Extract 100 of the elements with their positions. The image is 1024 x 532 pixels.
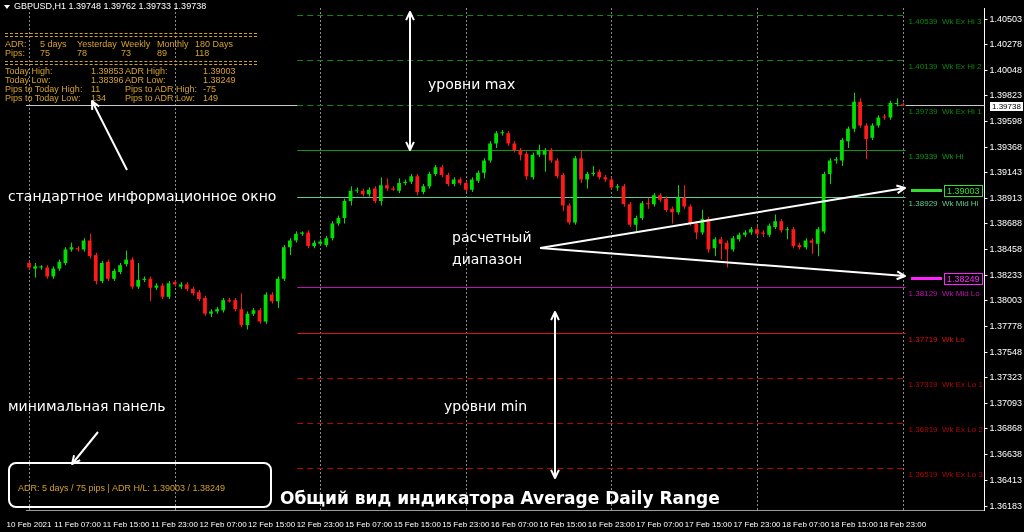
candlestick (148, 276, 153, 302)
annotation: Monthly (157, 39, 189, 49)
candlestick (106, 259, 110, 282)
y-tick-label: 1.39368 (989, 141, 1023, 152)
ref-line-label: 1.39739 Wk Ex Hi 1 (908, 106, 983, 116)
candlestick (682, 184, 687, 210)
annotation: Общий вид индикатора Average Daily Range (280, 488, 720, 508)
y-tick-label: 1.36868 (989, 423, 1023, 434)
annotation: 78 (77, 48, 87, 58)
y-tick-label: 1.39143 (989, 166, 1023, 177)
annotation: уровни max (428, 76, 516, 92)
candlestick (554, 157, 559, 179)
text: 1.39738 (990, 102, 1023, 111)
annotation: Weekly (121, 39, 151, 49)
x-tick-label: 17 Feb 23:00 (733, 520, 782, 530)
ref-line-label: 1.36519 Wk Ex Lo 3 (908, 469, 984, 479)
x-tick-label: 17 Feb 15:00 (684, 520, 733, 530)
annotation: ADR: 5 days / 75 pips | ADR H/L: 1.39003 / 1.38249 (18, 483, 225, 493)
x-tick-label: 15 Feb 23:00 (442, 520, 490, 530)
y-tick-label: 1.40503 (989, 13, 1023, 24)
y-tick-label: 1.37093 (989, 398, 1023, 409)
ref-line-label: 1.39339 Wk Hi (908, 151, 964, 161)
x-tick-label: 16 Feb 15:00 (539, 520, 587, 530)
annotation: Today High: (5, 66, 53, 76)
annotation: 180 Days (195, 39, 234, 49)
annotation: 149 (203, 93, 219, 103)
candlestick (639, 200, 644, 221)
candlestick (840, 137, 844, 167)
ref-line-label: 1.38129 Wk Mid Lo (908, 288, 981, 298)
annotation: 1.39003 (944, 185, 983, 197)
y-tick-label: 1.36413 (989, 474, 1023, 485)
x-tick-label: 12 Feb 23:00 (296, 520, 345, 530)
x-tick-label: 16 Feb 07:00 (490, 520, 539, 530)
annotation: 118 (195, 48, 210, 58)
x-tick-label: 15 Feb 07:00 (345, 520, 393, 530)
candlestick (379, 176, 383, 206)
annotation: стандартное информационное окно (8, 188, 277, 204)
ref-line-label: 1.38929 Wk Mid Hi (908, 198, 979, 208)
ref-line-label: 1.37719 Wk Lo (908, 334, 966, 344)
y-tick-label: 1.39823 (989, 90, 1023, 101)
annotation: -75 (203, 84, 217, 94)
x-tick-label: 11 Feb 07:00 (54, 520, 102, 530)
candlestick (87, 233, 92, 259)
x-tick-label: 17 Feb 07:00 (636, 520, 685, 530)
annotation: 73 (121, 48, 131, 58)
chart-title: GBPUSD,H1 1.39748 1.39762 1.39733 1.39738 (14, 1, 207, 11)
annotation: 1.38396 (91, 75, 124, 85)
x-tick-label: 11 Feb 15:00 (102, 520, 150, 530)
candlestick (488, 140, 492, 164)
candlestick (415, 173, 420, 196)
candlestick (785, 226, 790, 240)
y-tick-label: 1.38688 (989, 218, 1023, 229)
candlestick (275, 276, 280, 309)
candlestick (864, 122, 869, 160)
y-tick-label: 1.38913 (989, 192, 1023, 203)
y-tick-label: 1.39598 (989, 115, 1023, 126)
y-tick-label: 1.36638 (989, 449, 1023, 460)
ref-line-label: 1.40539 Wk Ex Hi 3 (908, 16, 983, 26)
candlestick (482, 157, 486, 179)
x-tick-label: 16 Feb 23:00 (587, 520, 636, 530)
annotation: ADR High: (125, 66, 168, 76)
candlestick (694, 220, 699, 240)
y-tick-label: 1.37323 (989, 372, 1023, 383)
annotation: расчетный диапазон (452, 228, 533, 269)
annotation: 5 days (40, 39, 67, 49)
x-tick-label: 11 Feb 23:00 (151, 520, 199, 530)
candlestick (330, 220, 335, 241)
candlestick (99, 260, 104, 284)
candlestick (239, 292, 244, 328)
ref-line-label: 1.36919 Wk Ex Lo 2 (908, 424, 984, 434)
annotation: ADR: (5, 39, 27, 49)
annotation: 1.39853 (91, 66, 124, 76)
annotation: 75 (40, 48, 50, 58)
candlestick (688, 203, 693, 227)
candlestick (724, 239, 729, 268)
candlestick (645, 197, 650, 210)
annotation: Yesterday (77, 39, 117, 49)
candlestick (567, 202, 571, 226)
annotation: уровни min (444, 398, 528, 414)
candlestick (542, 147, 547, 173)
annotation: Pips to Today High: (5, 84, 83, 94)
candlestick (579, 149, 583, 184)
candlestick (858, 97, 862, 129)
annotation: 11 (91, 84, 101, 94)
candlestick (827, 157, 832, 185)
y-tick-label: 1.38458 (989, 244, 1023, 255)
candlestick (203, 295, 207, 317)
y-tick-label: 1.40048 (989, 64, 1023, 75)
annotation: Pips to ADR Low: (125, 93, 196, 103)
x-tick-label: 15 Feb 15:00 (393, 520, 442, 530)
y-tick-label: 1.36183 (989, 500, 1023, 511)
candlestick (676, 184, 680, 216)
x-tick-label: 18 Feb 23:00 (878, 520, 927, 530)
candlestick (306, 229, 310, 249)
annotation: 134 (91, 93, 107, 103)
y-tick-label: 1.40278 (989, 39, 1023, 50)
candlestick (591, 165, 596, 177)
annotation: ADR Low: (125, 75, 166, 85)
annotation: Pips to ADR High: (125, 84, 198, 94)
annotation: 1.38249 (944, 273, 983, 285)
